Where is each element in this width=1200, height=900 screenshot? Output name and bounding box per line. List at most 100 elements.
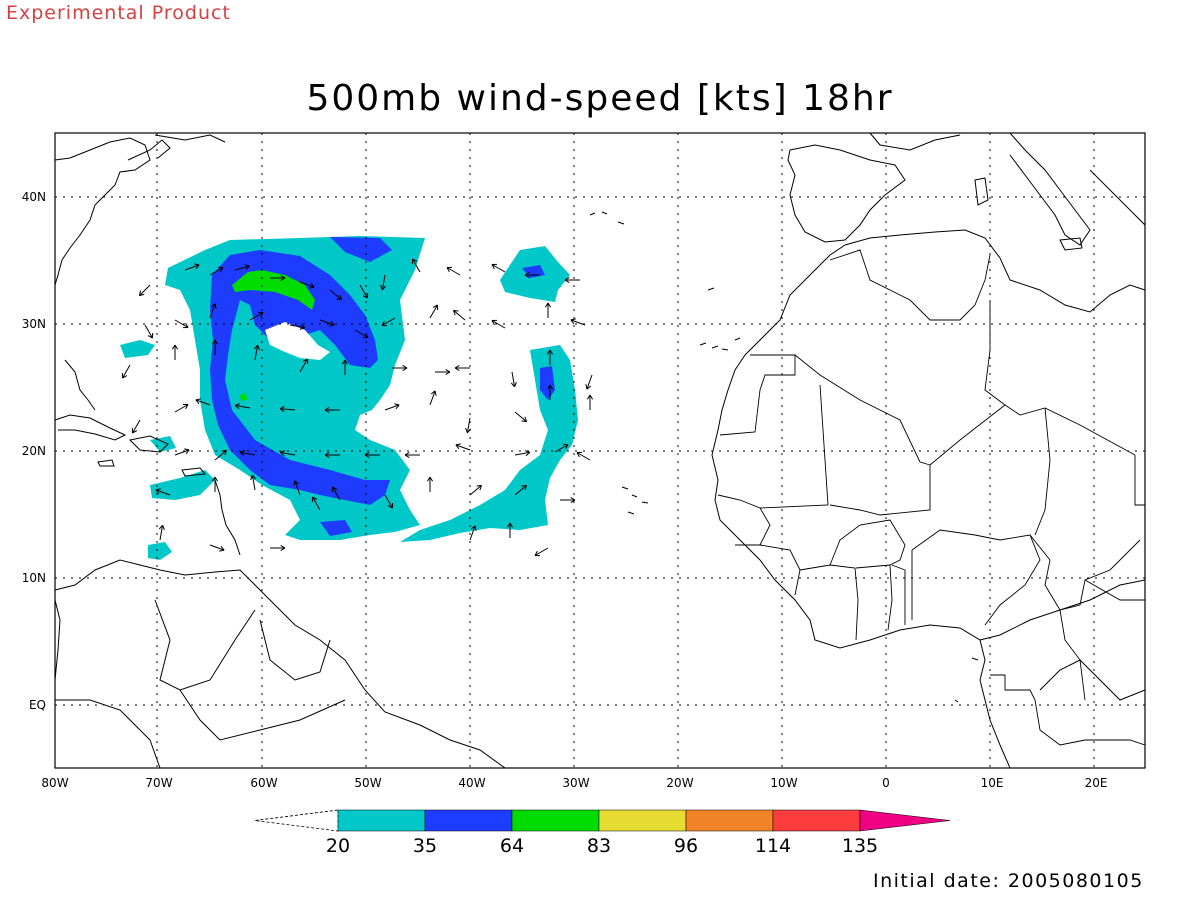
wind-vector-arrowhead	[470, 525, 476, 530]
wind-vector-arrow	[319, 319, 335, 326]
island-madeira	[707, 287, 715, 291]
wind-vector-arrow	[491, 264, 506, 273]
wind-vector-arrowhead	[294, 480, 300, 485]
y-tick-label: EQ	[29, 698, 46, 712]
shade-hollow	[265, 322, 330, 360]
wind-vector-arrowhead	[565, 444, 569, 450]
wind-vector-arrowhead	[224, 450, 227, 456]
wind-vector-arrowhead	[453, 310, 456, 316]
border-sa-2	[55, 699, 161, 769]
island-bioko	[971, 657, 979, 661]
wind-vectors	[121, 258, 594, 557]
wind-vector-arrowhead	[585, 384, 588, 390]
coast-iberia	[787, 144, 906, 243]
colorbar-label: 96	[674, 835, 698, 857]
wind-vector-arrow	[429, 304, 438, 319]
wind-vector-arrowhead	[570, 318, 576, 321]
map-title: 500mb wind-speed [kts] 18hr	[306, 78, 894, 119]
wind-vector-arrowhead	[195, 398, 201, 401]
border-guinea	[759, 544, 801, 596]
coast-hispaniola	[128, 435, 169, 453]
shade-20-35-patch-4	[150, 436, 176, 452]
border-mauritania-south	[759, 384, 829, 509]
wind-vector-arrowhead	[434, 390, 437, 396]
colorbar-label: 135	[842, 835, 878, 857]
coast-north-africa	[844, 229, 1146, 313]
wind-vector-arrowhead	[280, 450, 286, 453]
coast-sicily	[1059, 237, 1083, 251]
colorbar-swatch	[598, 809, 687, 832]
x-tick-label: 40W	[458, 776, 485, 790]
coast-nova-scotia	[154, 134, 226, 143]
shade-64-83-dot	[240, 393, 247, 401]
wind-vector-arrow	[511, 371, 516, 387]
wind-vector-arrowhead	[506, 522, 511, 528]
wind-vector-arrow	[249, 312, 264, 321]
border-chad-libya-sudan	[1134, 455, 1145, 506]
country-borders	[717, 249, 1146, 746]
wind-vector-arrowhead	[235, 403, 241, 406]
x-tick-label: 10E	[981, 776, 1004, 790]
colorbar-left-arrow	[254, 809, 339, 832]
wind-vector-arrowhead	[586, 385, 592, 390]
wind-vector-arrowhead	[380, 284, 383, 290]
wind-vector-arrowhead	[132, 430, 138, 434]
wind-vector-arrowhead	[279, 408, 285, 413]
wind-vector-arrowhead	[509, 522, 514, 528]
coastlines	[54, 132, 1146, 769]
wind-vector-arrowhead	[544, 302, 549, 308]
wind-vector-arrowhead	[162, 525, 165, 531]
wind-vector-arrowhead	[467, 428, 472, 434]
colorbar-label: 114	[755, 835, 791, 857]
map-panel	[54, 132, 1146, 769]
wind-vector-arrowhead	[185, 449, 190, 455]
colorbar-label: 64	[500, 835, 524, 857]
wind-vector-arrowhead	[329, 324, 335, 327]
wind-vector-arrowhead	[534, 550, 538, 556]
experimental-product-label: Experimental Product	[6, 2, 231, 24]
wind-vector-arrow	[514, 411, 527, 422]
wind-vector-arrowhead	[324, 406, 330, 411]
wind-vector-arrowhead	[253, 344, 258, 350]
wind-vector-arrow	[294, 480, 301, 496]
wind-vector-arrow	[184, 264, 200, 271]
border-burkina	[829, 519, 906, 566]
wind-vector-arrowhead	[364, 454, 370, 459]
wind-vector-arrow	[144, 324, 153, 339]
wind-vector-arrowhead	[570, 319, 575, 325]
border-mali-niger	[929, 404, 1006, 466]
wind-vector-arrowhead	[524, 485, 527, 491]
wind-vector-arrowhead	[547, 302, 552, 308]
colorbar-swatch	[337, 809, 426, 832]
coast-italy	[1009, 132, 1091, 246]
wind-vector-arrowhead	[387, 505, 393, 509]
wind-vector-arrowhead	[521, 484, 527, 487]
wind-vector-arrowhead	[445, 368, 451, 373]
wind-vector-arrowhead	[476, 484, 482, 487]
wind-vector-arrow	[235, 404, 251, 409]
wind-vector-arrowhead	[432, 304, 438, 308]
wind-vector-arrowhead	[214, 303, 217, 309]
wind-vector-arrowhead	[332, 486, 338, 490]
wind-vector-arrowhead	[395, 404, 400, 410]
wind-vector-arrowhead	[430, 390, 436, 395]
wind-vector-arrowhead	[257, 345, 260, 351]
wind-vector-arrowhead	[250, 475, 253, 481]
x-tick-label: 20W	[666, 776, 693, 790]
border-ghana	[855, 564, 893, 631]
y-tick-label: 10N	[22, 571, 46, 585]
wind-vector-arrowhead	[455, 444, 460, 450]
colorbar-swatch	[511, 809, 600, 832]
wind-vector-arrow	[381, 274, 386, 290]
wind-vector-arrow	[586, 374, 593, 390]
coast-east-gabon	[1039, 659, 1146, 701]
wind-vector-arrowhead	[324, 454, 330, 459]
colorbar-swatch	[424, 809, 513, 832]
wind-vector-arrowhead	[252, 474, 257, 480]
wind-vector-arrow	[195, 399, 211, 406]
wind-vector-arrowhead	[260, 312, 264, 318]
wind-vector-arrowhead	[576, 452, 580, 458]
shade-35-64-top	[330, 237, 392, 262]
wind-vector-arrowhead	[549, 349, 554, 355]
